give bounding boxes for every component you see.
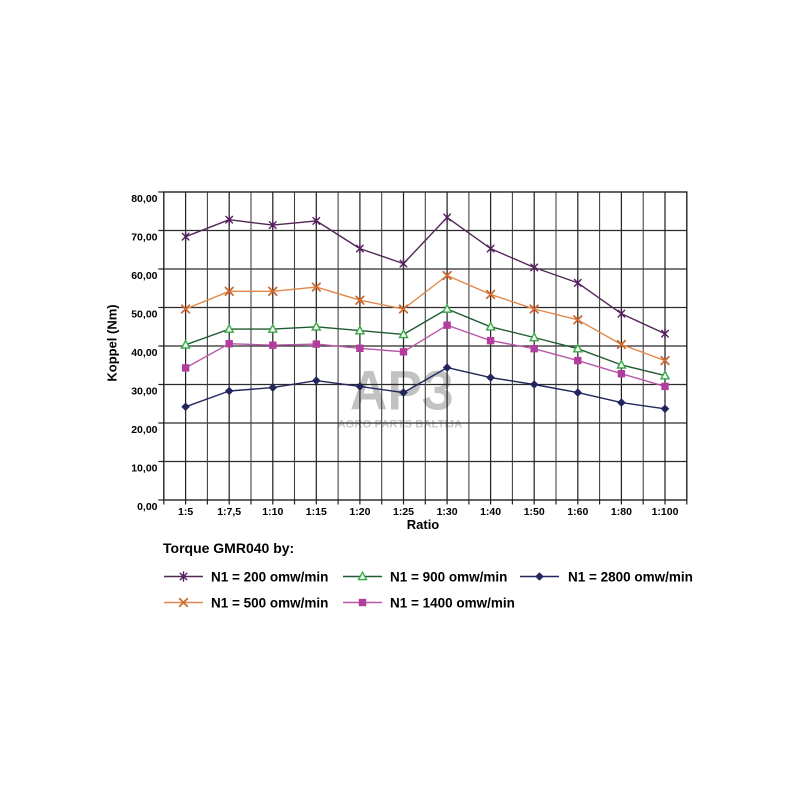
svg-text:Koppel (Nm): Koppel (Nm) bbox=[105, 304, 120, 381]
svg-text:1:25: 1:25 bbox=[393, 506, 414, 518]
svg-text:AGRO PARTS BALTIJA: AGRO PARTS BALTIJA bbox=[338, 419, 463, 431]
svg-text:1:100: 1:100 bbox=[652, 506, 679, 518]
svg-text:N1 = 200 omw/min: N1 = 200 omw/min bbox=[211, 569, 328, 584]
svg-text:80,00: 80,00 bbox=[131, 193, 157, 205]
svg-text:1:15: 1:15 bbox=[306, 506, 327, 518]
svg-text:50,00: 50,00 bbox=[131, 309, 157, 321]
svg-text:Ratio: Ratio bbox=[407, 517, 440, 532]
svg-text:1:60: 1:60 bbox=[567, 506, 588, 518]
svg-text:1:10: 1:10 bbox=[262, 506, 283, 518]
svg-text:70,00: 70,00 bbox=[131, 232, 157, 244]
svg-text:1:30: 1:30 bbox=[437, 506, 458, 518]
svg-text:N1 = 900 omw/min: N1 = 900 omw/min bbox=[390, 569, 507, 584]
svg-text:N1 = 2800 omw/min: N1 = 2800 omw/min bbox=[568, 569, 693, 584]
svg-text:1:40: 1:40 bbox=[480, 506, 501, 518]
svg-text:30,00: 30,00 bbox=[131, 386, 157, 398]
svg-text:1:20: 1:20 bbox=[349, 506, 370, 518]
svg-text:20,00: 20,00 bbox=[131, 424, 157, 436]
svg-text:1:5: 1:5 bbox=[178, 506, 193, 518]
svg-text:1:80: 1:80 bbox=[611, 506, 632, 518]
svg-text:1:50: 1:50 bbox=[524, 506, 545, 518]
svg-text:1:7,5: 1:7,5 bbox=[217, 506, 241, 518]
svg-text:60,00: 60,00 bbox=[131, 270, 157, 282]
svg-text:40,00: 40,00 bbox=[131, 347, 157, 359]
svg-text:Torque GMR040 by:: Torque GMR040 by: bbox=[163, 540, 294, 556]
svg-text:10,00: 10,00 bbox=[131, 463, 157, 475]
svg-text:N1 = 1400 omw/min: N1 = 1400 omw/min bbox=[390, 595, 515, 610]
svg-text:N1 = 500 omw/min: N1 = 500 omw/min bbox=[211, 595, 328, 610]
svg-text:0,00: 0,00 bbox=[137, 501, 158, 513]
